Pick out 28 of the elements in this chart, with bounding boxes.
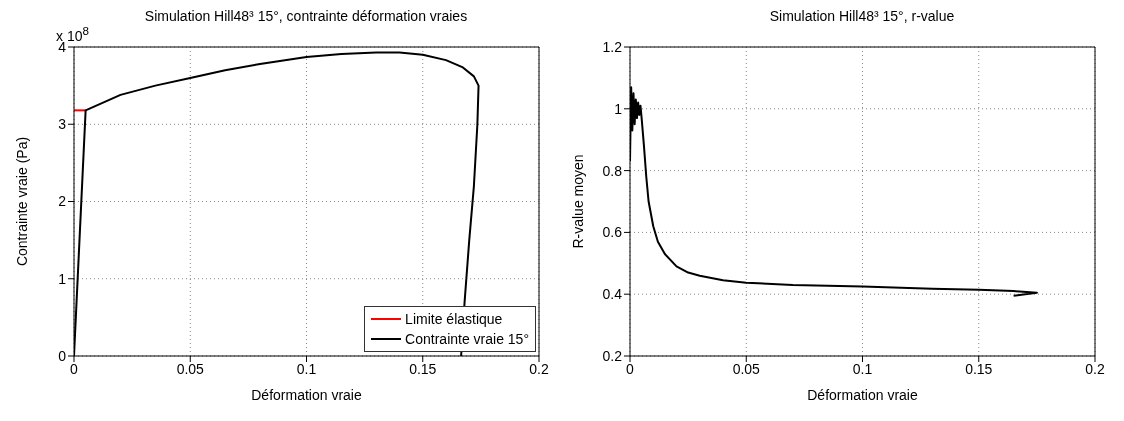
x-tick-label: 0.15 [409,360,437,377]
y-tick-label: 1.2 [602,38,623,55]
y-tick-label: 0 [58,347,67,364]
x-tick-label: 0 [70,360,79,377]
legend-label: Limite élastique [405,310,503,329]
y-tick-label: 0.4 [602,286,623,303]
y-axis-title: R-value moyen [569,154,586,249]
x-tick-label: 0.1 [852,360,873,377]
x-tick-label: 0.2 [529,360,549,377]
x-tick-label: 0.05 [732,360,761,377]
y-tick-label: 1 [614,100,623,117]
x-tick-label: 0 [626,360,635,377]
legend-label: Contrainte vraie 15° [405,330,529,349]
y-axis-title: Contrainte vraie (Pa) [13,136,30,267]
chart-title: Simulation Hill48³ 15°, r-value [768,8,956,26]
x-tick-label: 0.2 [1085,360,1105,377]
y-tick-label: 0.8 [602,162,623,179]
y-tick-label: 3 [58,116,67,133]
x-tick-label: 0.15 [965,360,993,377]
x-tick-label: 0.1 [296,360,317,377]
y-tick-label: 0.6 [602,224,623,241]
x-axis-title: Déformation vraie [251,387,362,403]
y-tick-label: 2 [58,193,67,210]
y-tick-label: 1 [58,270,67,287]
x-axis-title: Déformation vraie [807,387,918,403]
chart-title: Simulation Hill48³ 15°, contrainte déformation vraies [144,8,468,24]
y-tick-label: 0.2 [602,347,623,364]
x-tick-label: 0.05 [176,360,205,377]
